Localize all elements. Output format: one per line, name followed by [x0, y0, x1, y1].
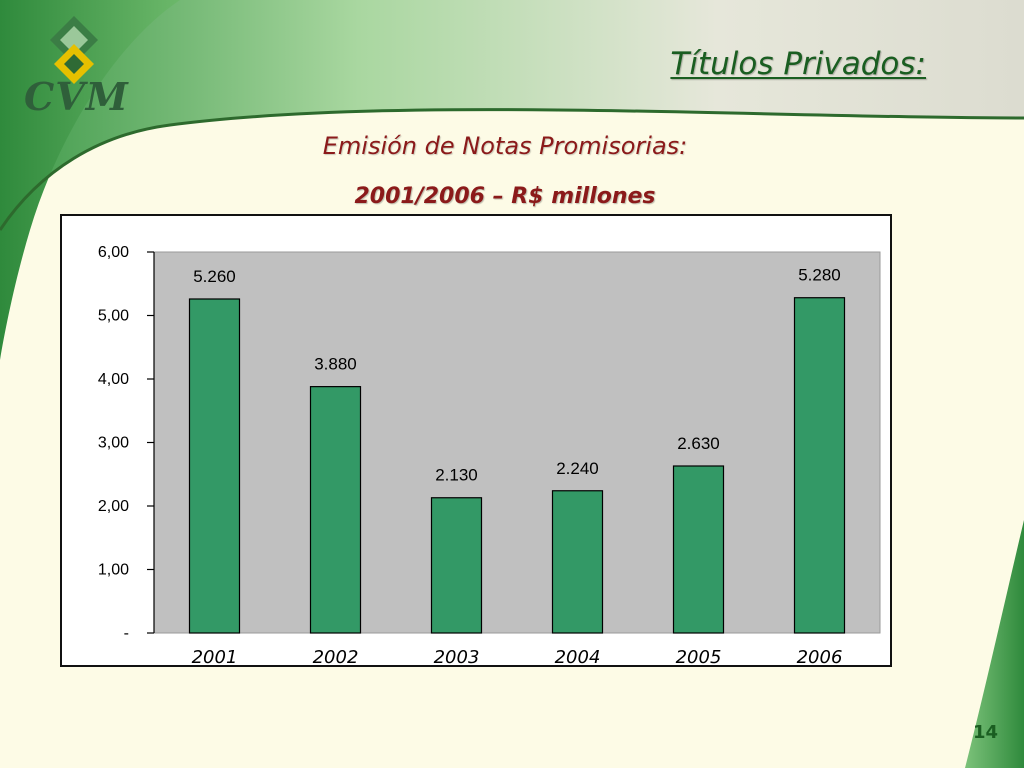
chart-subtitle-period: 2001/2006 – R$ millones [354, 184, 656, 209]
chart-subtitle: Emisión de Notas Promisorias: [322, 132, 688, 160]
y-tick-label: 1,00 [98, 562, 129, 579]
y-tick-label: 3,00 [98, 435, 129, 452]
data-label: 3.880 [314, 355, 357, 374]
page-title: Títulos Privados: [670, 46, 926, 82]
plot-area [153, 251, 881, 634]
data-label: 5.260 [193, 267, 236, 286]
data-label: 2.630 [677, 434, 720, 453]
x-tick-label: 2005 [676, 647, 722, 668]
x-tick-label: 2006 [797, 647, 843, 668]
bar-2002 [309, 386, 362, 634]
bar-2006 [793, 297, 846, 634]
bar-2005 [672, 465, 725, 634]
x-tick-label: 2003 [434, 647, 480, 668]
logo-text: CVM [24, 74, 129, 119]
y-tick-label: 6,00 [98, 244, 129, 261]
x-tick-label: 2001 [192, 647, 238, 668]
x-tick-label: 2002 [313, 647, 359, 668]
cvm-logo-icon [50, 16, 98, 84]
y-tick-label: - [124, 625, 129, 642]
bar-2004 [551, 490, 604, 634]
x-tick-label: 2004 [555, 647, 601, 668]
page-number: 14 [972, 722, 998, 743]
y-tick-label: 2,00 [98, 498, 129, 515]
data-label: 2.130 [435, 466, 478, 485]
bar-2003 [430, 497, 483, 634]
data-label: 5.280 [798, 266, 841, 285]
y-tick-label: 4,00 [98, 371, 129, 388]
y-tick-label: 5,00 [98, 308, 129, 325]
bar-2001 [188, 298, 241, 634]
data-label: 2.240 [556, 459, 599, 478]
